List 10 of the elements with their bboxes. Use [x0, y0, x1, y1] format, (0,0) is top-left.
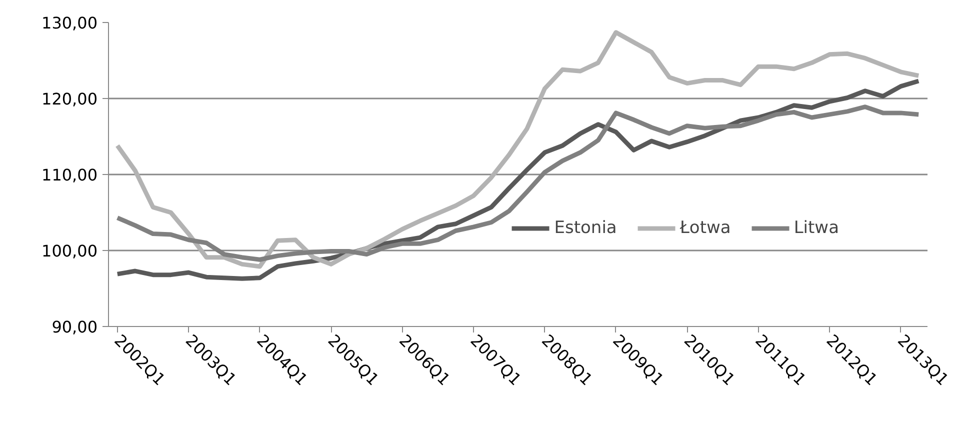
y-tick-label: 90,00 [52, 318, 98, 336]
legend-label: Estonia [554, 218, 617, 238]
legend-label: Łotwa [680, 218, 731, 238]
line-series [115, 30, 921, 269]
y-tick-label: 130,00 [42, 14, 98, 32]
y-tick-label: 110,00 [42, 166, 98, 184]
y-tick-label: 100,00 [42, 242, 98, 260]
legend-label: Litwa [794, 218, 839, 238]
line-series [115, 78, 921, 281]
y-tick-label: 120,00 [42, 90, 98, 108]
